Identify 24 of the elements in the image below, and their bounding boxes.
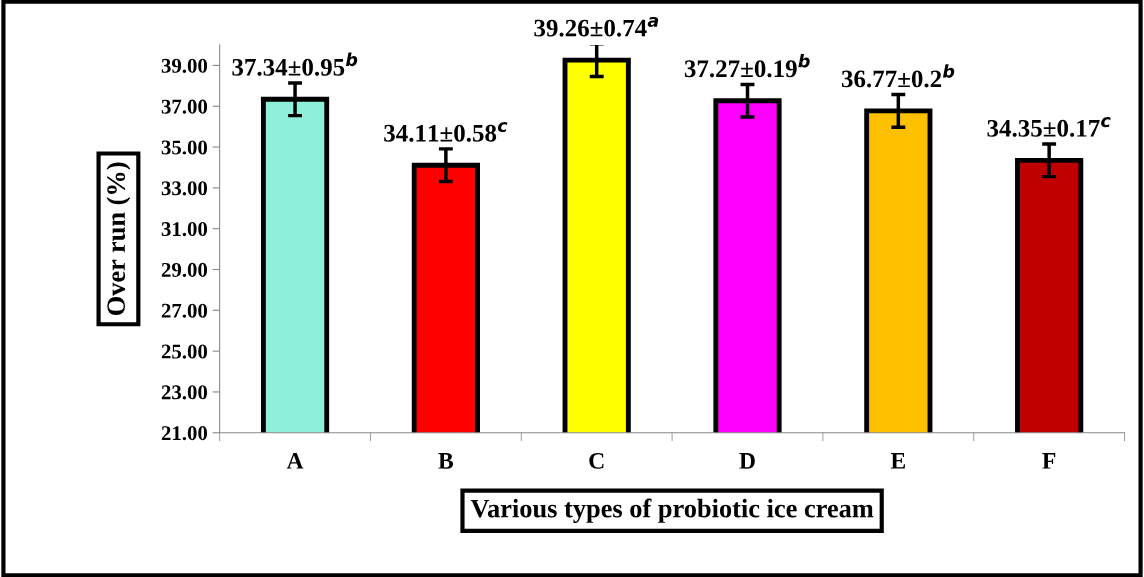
y-tick-label: 37.00 [161,99,208,114]
data-label: 34.35±0.17$^{c}$ [987,117,1111,137]
x-tick-label: C [589,452,604,469]
x-axis-title: Various types of probiotic ice cream [470,498,874,523]
y-tick-label: 39.00 [161,58,208,73]
y-tick-label: 27.00 [161,303,208,318]
data-label: 37.34±0.95$^{b}$ [232,52,358,76]
data-label: 39.26±0.74$^{a}$ [534,16,659,37]
y-tick-label: 33.00 [161,181,208,196]
y-tick-label: 23.00 [161,385,208,400]
y-tick-label: 35.00 [161,140,208,155]
x-tick-label: D [739,453,755,469]
x-tick-label: B [438,453,454,469]
x-tick-label: E [890,453,905,469]
y-tick-label: 21.00 [161,426,208,441]
y-tick-label: 29.00 [161,262,208,278]
data-label: 34.11±0.58$^{c}$ [384,122,508,142]
y-tick-label: 31.00 [161,222,208,237]
data-label: 37.27±0.19$^{b}$ [684,54,810,78]
data-label: 36.77±0.2$^{b}$ [841,64,955,88]
x-tick-label: A [286,452,304,469]
x-tick-label: F [1042,453,1056,469]
y-axis-title: Over run (%) [106,162,131,316]
y-tick-label: 25.00 [161,344,208,359]
